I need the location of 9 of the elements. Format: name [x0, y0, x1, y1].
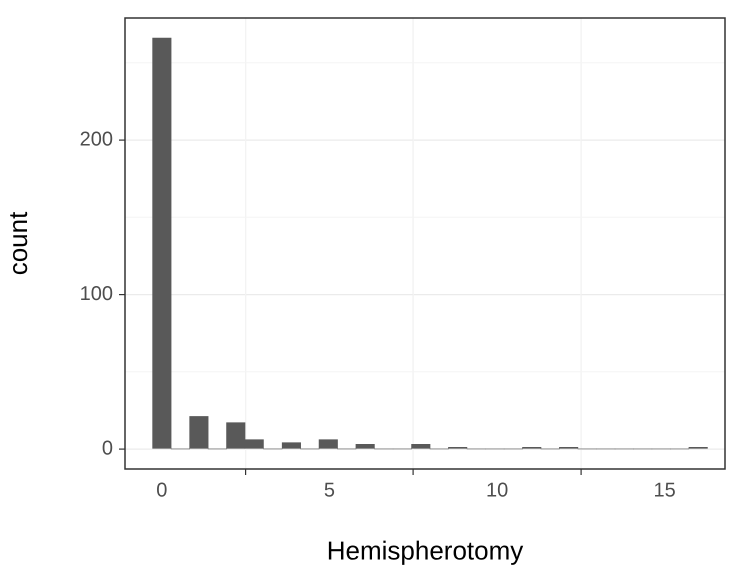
- x-tick-label: 15: [654, 480, 676, 502]
- y-tick-label: 100: [80, 282, 113, 305]
- x-tick-label: 0: [156, 480, 168, 502]
- x-axis-title: Hemispherotomy: [326, 536, 524, 566]
- y-tick-label: 0: [102, 437, 113, 460]
- y-tick-label: 200: [80, 128, 113, 151]
- y-axis-title: count: [2, 210, 33, 276]
- x-tick-label: 10: [486, 480, 508, 502]
- x-tick-label: 5: [324, 480, 336, 502]
